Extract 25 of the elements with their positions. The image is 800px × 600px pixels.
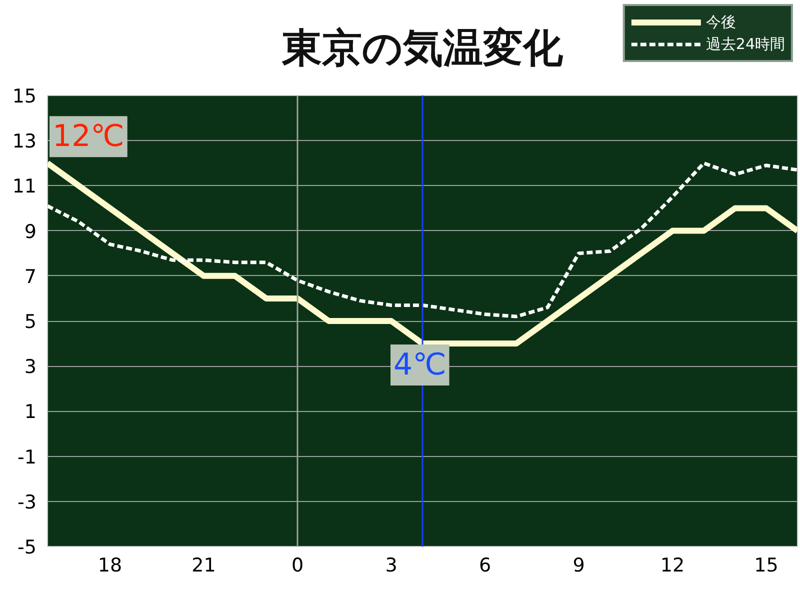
annotation: 4℃ (394, 348, 446, 383)
y-tick-label: 13 (12, 130, 37, 153)
annotation: 12℃ (52, 119, 124, 154)
y-tick-label: 7 (24, 266, 37, 288)
y-tick-label: -3 (18, 491, 37, 514)
y-tick-label: -5 (18, 536, 37, 558)
y-tick-label: 1 (24, 401, 37, 424)
chart-title: 東京の気温変化 (281, 26, 564, 72)
x-tick-label: 12 (660, 554, 685, 576)
y-tick-label: 11 (12, 176, 37, 198)
y-tick-label: -1 (18, 446, 37, 468)
y-tick-label: 5 (24, 311, 37, 333)
x-tick-label: 15 (754, 554, 778, 576)
y-tick-label: 15 (12, 86, 37, 108)
y-tick-label: 9 (24, 220, 37, 243)
x-tick-label: 3 (385, 554, 398, 576)
y-tick-label: 3 (24, 356, 37, 378)
x-tick-label: 0 (291, 554, 304, 576)
line-series (48, 161, 798, 318)
x-tick-label: 6 (478, 554, 492, 576)
x-tick-label: 18 (98, 554, 122, 576)
x-tick-label: 9 (572, 554, 585, 576)
x-tick-label: 21 (192, 554, 216, 576)
legend-label: 過去24時間 (706, 34, 785, 54)
legend-label: 今後 (706, 12, 736, 32)
